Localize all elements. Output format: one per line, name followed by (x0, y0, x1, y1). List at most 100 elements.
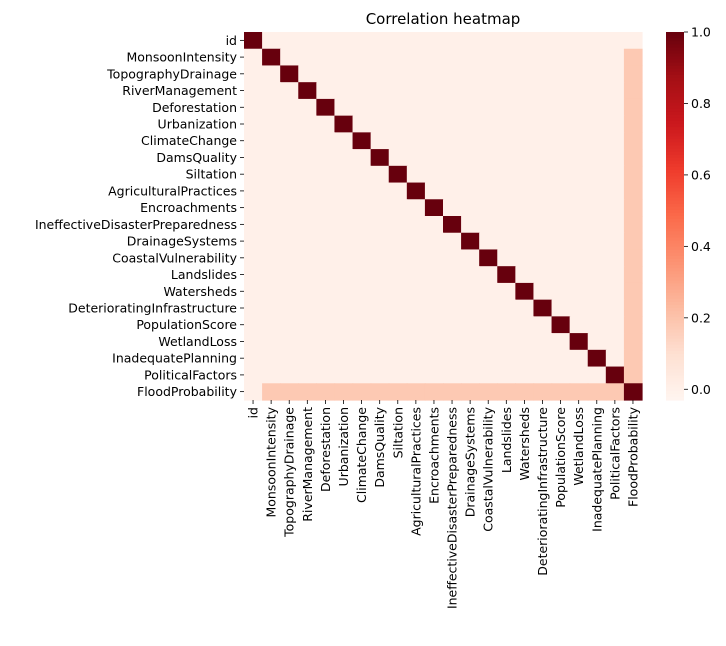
heatmap-cell (461, 282, 480, 301)
heatmap-cell (587, 366, 607, 384)
heatmap-cell (497, 366, 516, 384)
heatmap-cell (605, 383, 625, 401)
heatmap-cell (551, 82, 571, 100)
colorbar-segment (666, 93, 684, 97)
heatmap-cell (569, 299, 589, 317)
heatmap-cell (533, 299, 553, 317)
heatmap-cell (262, 48, 281, 67)
heatmap-cell (280, 115, 299, 133)
heatmap-cell (244, 282, 263, 301)
heatmap-cell (244, 82, 263, 100)
heatmap-cell (551, 165, 571, 184)
heatmap-cell (443, 48, 462, 67)
colorbar-segment (666, 206, 684, 211)
colorbar: 0.0 0.2 0.4 0.6 0.8 1.0 (666, 25, 711, 401)
heatmap-cell (551, 216, 571, 234)
heatmap-cell (424, 98, 444, 117)
y-tick-label: AgriculturalPractices (108, 183, 237, 198)
heatmap-cell (352, 82, 372, 100)
heatmap-cell (623, 98, 643, 117)
heatmap-cell (280, 383, 299, 401)
heatmap-cell (515, 149, 535, 167)
heatmap-cell (388, 349, 408, 368)
heatmap-cell (298, 48, 317, 67)
colorbar-segment (666, 280, 684, 285)
heatmap-cell (262, 165, 281, 184)
x-tick-label: DeterioratingInfrastructure (535, 407, 550, 576)
heatmap-cell (605, 266, 625, 284)
heatmap-cell (587, 232, 607, 251)
colorbar-segment (666, 120, 684, 125)
heatmap-cell (262, 249, 281, 267)
colorbar-segment (666, 338, 684, 343)
heatmap-cell (479, 216, 498, 234)
heatmap-cell (461, 383, 480, 401)
heatmap-cell (605, 333, 625, 351)
heatmap-cell (352, 316, 372, 334)
heatmap-cell (316, 165, 336, 184)
heatmap-cell (605, 216, 625, 234)
heatmap-cell (605, 65, 625, 83)
heatmap-cell (298, 333, 317, 351)
heatmap-cell (551, 65, 571, 83)
heatmap-cell (370, 366, 390, 384)
heatmap-cell (334, 149, 354, 167)
heatmap-cell (424, 48, 444, 67)
heatmap-cell (551, 383, 571, 401)
colorbar-segment (666, 219, 684, 223)
heatmap-cell (515, 32, 535, 50)
heatmap-cell (262, 216, 281, 234)
colorbar-segment (666, 102, 684, 107)
colorbar-segment (666, 283, 684, 288)
heatmap-cell (280, 232, 299, 251)
colorbar-segment (666, 84, 684, 88)
colorbar-segment (666, 320, 684, 324)
heatmap-cell (424, 282, 444, 301)
x-tick-label: id (246, 407, 261, 418)
heatmap-cell (479, 249, 498, 267)
heatmap-cell (334, 115, 354, 133)
heatmap-cell (406, 383, 426, 401)
heatmap-cell (298, 149, 317, 167)
heatmap-cell (406, 316, 426, 334)
heatmap-cell (443, 333, 462, 351)
heatmap-cell (370, 266, 390, 284)
colorbar-segment (666, 74, 684, 79)
heatmap-cell (406, 132, 426, 150)
y-tick-label: TopographyDrainage (106, 66, 237, 81)
heatmap-cell (479, 316, 498, 334)
heatmap-cell (298, 383, 317, 401)
colorbar-segment (666, 176, 684, 180)
heatmap-cell (479, 333, 498, 351)
heatmap-cell (551, 249, 571, 267)
heatmap-cell (515, 349, 535, 368)
colorbar-segment (666, 375, 684, 380)
heatmap-cell (370, 383, 390, 401)
heatmap-cell (370, 316, 390, 334)
heatmap-cell (316, 299, 336, 317)
heatmap-cell (605, 316, 625, 334)
colorbar-segment (666, 308, 684, 312)
heatmap-cell (443, 316, 462, 334)
heatmap-cell (587, 266, 607, 284)
heatmap-cell (370, 232, 390, 251)
heatmap-cell (370, 65, 390, 83)
heatmap-cell (370, 132, 390, 150)
heatmap-cell (388, 182, 408, 200)
heatmap-cell (623, 182, 643, 200)
colorbar-tick-label: 0.0 (691, 382, 711, 397)
heatmap-cell (406, 216, 426, 234)
heatmap-cell (280, 165, 299, 184)
x-tick-label: CoastalVulnerability (481, 406, 496, 531)
heatmap-cell (497, 65, 516, 83)
heatmap-cell (244, 383, 263, 401)
heatmap-cell (280, 65, 299, 83)
x-tick-label: FloodProbability (625, 406, 640, 507)
heatmap-cell (334, 132, 354, 150)
heatmap-cell (262, 232, 281, 251)
heatmap-cell (605, 149, 625, 167)
colorbar-segment (666, 369, 684, 373)
colorbar-segment (666, 191, 684, 196)
colorbar-tick-label: 0.8 (691, 96, 711, 111)
heatmap-cell (424, 299, 444, 317)
